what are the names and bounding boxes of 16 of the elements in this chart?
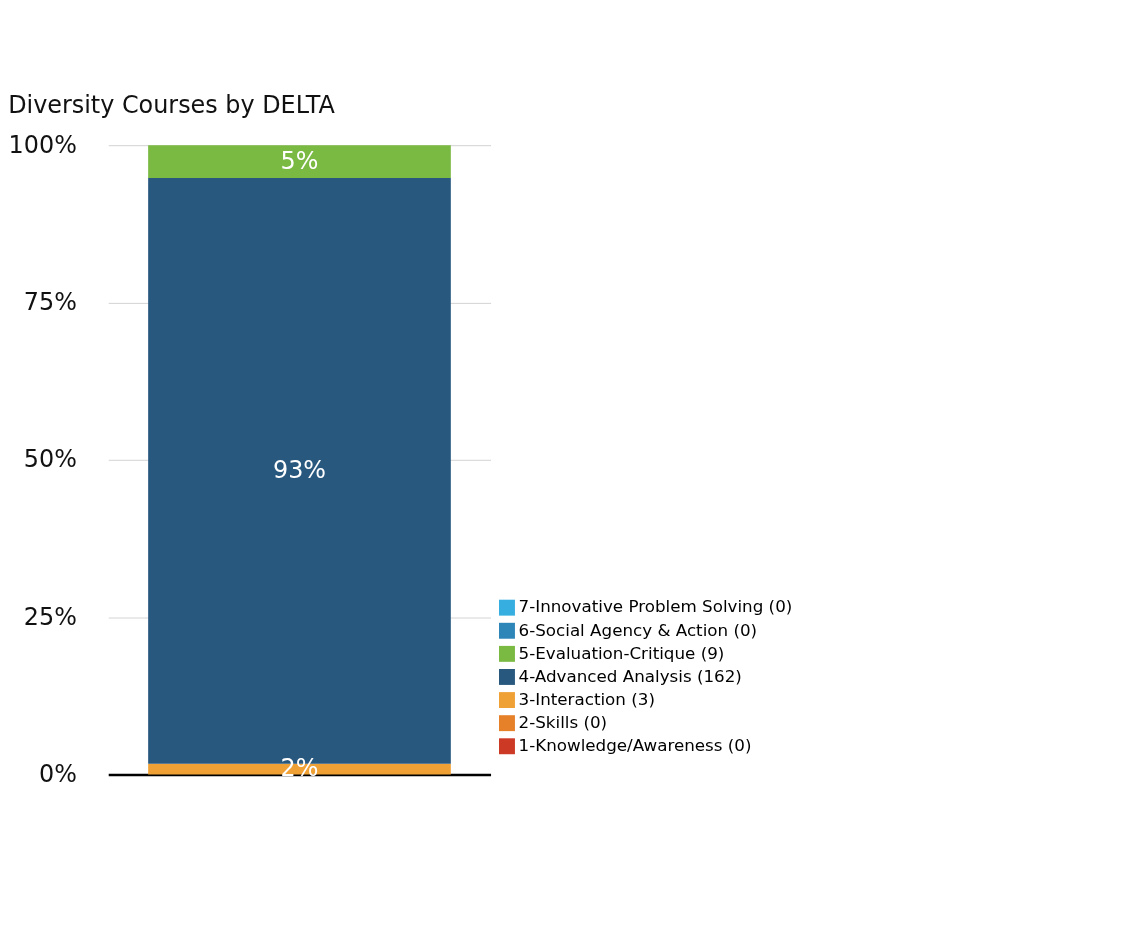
legend-label: 4-Advanced Analysis (162) <box>518 665 742 686</box>
chart-title: Diversity Courses by DELTA <box>8 90 336 119</box>
y-tick-label: 75% <box>23 288 77 317</box>
legend-label: 6-Social Agency & Action (0) <box>518 619 758 640</box>
data-label: 93% <box>272 456 327 485</box>
bar <box>148 145 451 179</box>
legend-label: 1-Knowledge/Awareness (0) <box>518 735 752 756</box>
legend-label: 7-Innovative Problem Solving (0) <box>518 596 793 617</box>
y-tick-label: 100% <box>8 130 77 159</box>
legend-label: 3-Interaction (3) <box>518 688 655 709</box>
y-tick-label: 0% <box>38 760 77 789</box>
legend-label: 5-Evaluation-Critique (9) <box>518 642 725 663</box>
y-tick-label: 25% <box>23 602 77 631</box>
data-label: 5% <box>280 146 319 175</box>
y-tick-label: 50% <box>23 445 77 474</box>
legend-label: 2-Skills (0) <box>518 711 608 732</box>
